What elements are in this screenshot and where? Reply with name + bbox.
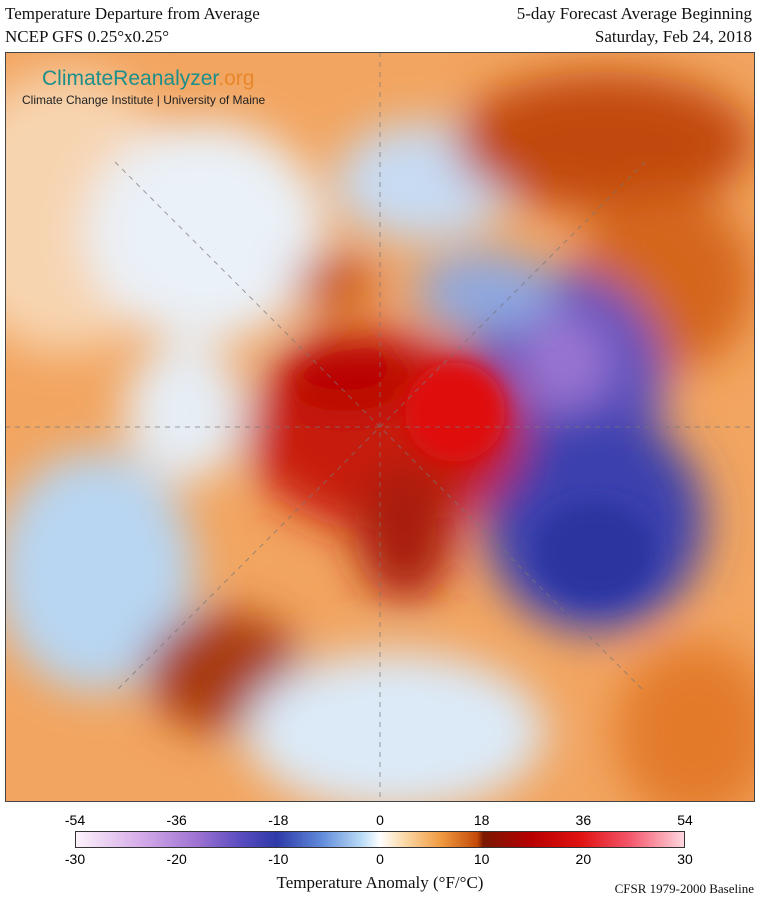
title-right-2: Saturday, Feb 24, 2018 [594,27,752,46]
colorbar [75,831,685,848]
fahrenheit-tick: 54 [677,812,693,828]
logo-name: ClimateReanalyzer [42,67,219,90]
fahrenheit-tick: -54 [64,812,86,828]
title-left-1: Temperature Departure from Average [5,4,260,23]
map: ClimateReanalyzer.org Climate Change Ins… [5,52,755,802]
logo-subtitle: Climate Change Institute | University of… [22,93,266,107]
celsius-tick: 0 [376,851,384,867]
celsius-tick: -20 [166,851,187,867]
celsius-tick: -30 [64,851,86,867]
title-left-2: NCEP GFS 0.25°x0.25° [5,27,170,46]
fahrenheit-tick: 0 [376,812,384,828]
logo: ClimateReanalyzer.org [42,67,254,90]
celsius-tick: 10 [473,851,490,867]
celsius-tick: 20 [575,851,592,867]
fahrenheit-tick: -18 [268,812,289,828]
title-right-1: 5-day Forecast Average Beginning [516,4,752,23]
fahrenheit-tick: -36 [166,812,187,828]
logo-domain: .org [218,67,254,90]
celsius-tick: 30 [677,851,693,867]
colorbar-label: Temperature Anomaly (°F/°C) [276,873,484,892]
fahrenheit-tick: 36 [575,812,592,828]
fahrenheit-tick: 18 [473,812,490,828]
baseline-note: CFSR 1979-2000 Baseline [614,881,754,896]
celsius-tick: -10 [268,851,289,867]
